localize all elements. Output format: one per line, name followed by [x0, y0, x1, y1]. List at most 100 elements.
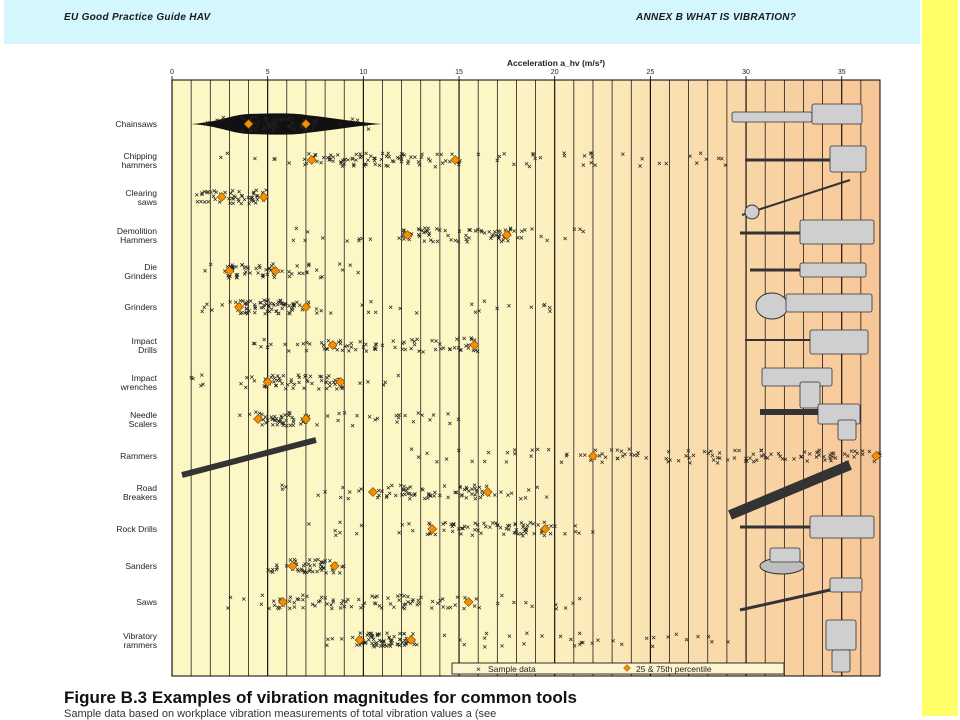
sample-point	[406, 600, 410, 604]
sample-point	[228, 201, 233, 206]
sample-point	[805, 459, 810, 464]
sample-point	[577, 631, 582, 636]
sample-point	[308, 564, 312, 568]
sample-point	[386, 596, 390, 600]
sample-point	[830, 454, 835, 459]
sample-point	[360, 236, 365, 241]
sample-point	[458, 638, 462, 642]
sample-point	[849, 449, 854, 453]
sample-point	[405, 486, 410, 491]
sample-point	[331, 380, 336, 385]
sample-point	[544, 495, 549, 499]
sample-point	[409, 447, 414, 451]
sample-point	[320, 274, 324, 279]
sample-point	[265, 272, 270, 277]
sample-point	[719, 156, 724, 161]
sample-point	[549, 524, 553, 528]
sample-point	[376, 488, 381, 493]
sample-point	[199, 383, 203, 388]
sample-point	[416, 411, 421, 416]
sample-point	[375, 594, 379, 599]
sample-point	[546, 447, 551, 452]
sample-point	[430, 338, 434, 343]
sample-point	[234, 264, 238, 269]
sample-point	[363, 342, 368, 347]
sample-point	[572, 227, 577, 232]
sample-point	[263, 415, 268, 419]
sample-point	[221, 117, 226, 122]
sample-point	[391, 339, 396, 343]
sample-point	[362, 601, 367, 605]
sample-point	[356, 270, 360, 275]
sample-point	[315, 422, 319, 427]
sample-point	[280, 483, 284, 488]
sample-point	[267, 309, 272, 314]
sample-point	[748, 456, 752, 460]
sample-point	[267, 122, 272, 127]
sample-point	[340, 348, 345, 353]
sample-point	[346, 496, 351, 501]
sample-point	[444, 457, 449, 461]
sample-point	[524, 631, 529, 636]
sample-point	[446, 606, 450, 610]
percentile-marker	[871, 451, 882, 461]
sample-point	[272, 303, 276, 308]
sample-point	[325, 643, 329, 648]
percentile-marker	[306, 155, 317, 165]
sample-point	[292, 605, 297, 609]
impact-drill-body-icon	[809, 329, 869, 355]
sample-point	[323, 596, 328, 600]
sample-point	[354, 152, 359, 157]
sample-point	[383, 380, 388, 385]
sample-point	[304, 348, 309, 353]
sample-point	[358, 631, 363, 635]
sample-point	[319, 340, 324, 345]
sample-point	[807, 452, 812, 456]
sample-point	[365, 633, 370, 638]
sample-point	[336, 340, 341, 344]
sample-point	[248, 271, 252, 275]
sample-point	[333, 528, 338, 533]
sample-point	[492, 230, 497, 234]
sample-point	[223, 190, 227, 195]
sample-point	[301, 341, 306, 346]
sample-point	[338, 159, 343, 164]
die-grinder-body-icon	[799, 262, 867, 278]
sample-point	[417, 227, 422, 232]
sample-point	[456, 345, 461, 350]
sample-point	[751, 452, 756, 457]
sample-point	[855, 451, 860, 456]
sample-point	[443, 228, 448, 233]
sample-point	[577, 642, 582, 647]
sample-point	[291, 238, 296, 243]
sample-point	[324, 571, 329, 575]
sample-point	[519, 236, 524, 240]
sample-point	[287, 606, 292, 611]
sample-point	[582, 453, 587, 457]
sample-point	[301, 597, 305, 602]
x-axis-title: Acceleration a_hv (m/s²)	[507, 58, 605, 68]
row-label-4: Die Grinders	[124, 262, 157, 281]
sample-point	[545, 238, 550, 243]
sample-point	[453, 603, 458, 607]
sample-point	[462, 606, 466, 611]
sample-point	[329, 603, 334, 607]
sample-point	[228, 191, 233, 196]
sample-point	[644, 636, 649, 641]
distribution-shapes	[191, 113, 383, 135]
sample-point	[283, 301, 288, 306]
sample-point	[212, 188, 217, 193]
sample-point	[257, 411, 262, 416]
sample-point	[404, 641, 409, 646]
sample-point	[199, 199, 203, 204]
sample-point	[249, 375, 254, 379]
sample-point	[508, 227, 513, 232]
sample-point	[251, 341, 256, 346]
sample-point	[208, 262, 213, 267]
sample-point	[696, 634, 700, 639]
sample-point	[347, 490, 352, 494]
sample-point	[310, 602, 315, 607]
sample-point	[495, 601, 500, 606]
sample-point	[482, 645, 487, 649]
sample-point	[470, 459, 475, 464]
